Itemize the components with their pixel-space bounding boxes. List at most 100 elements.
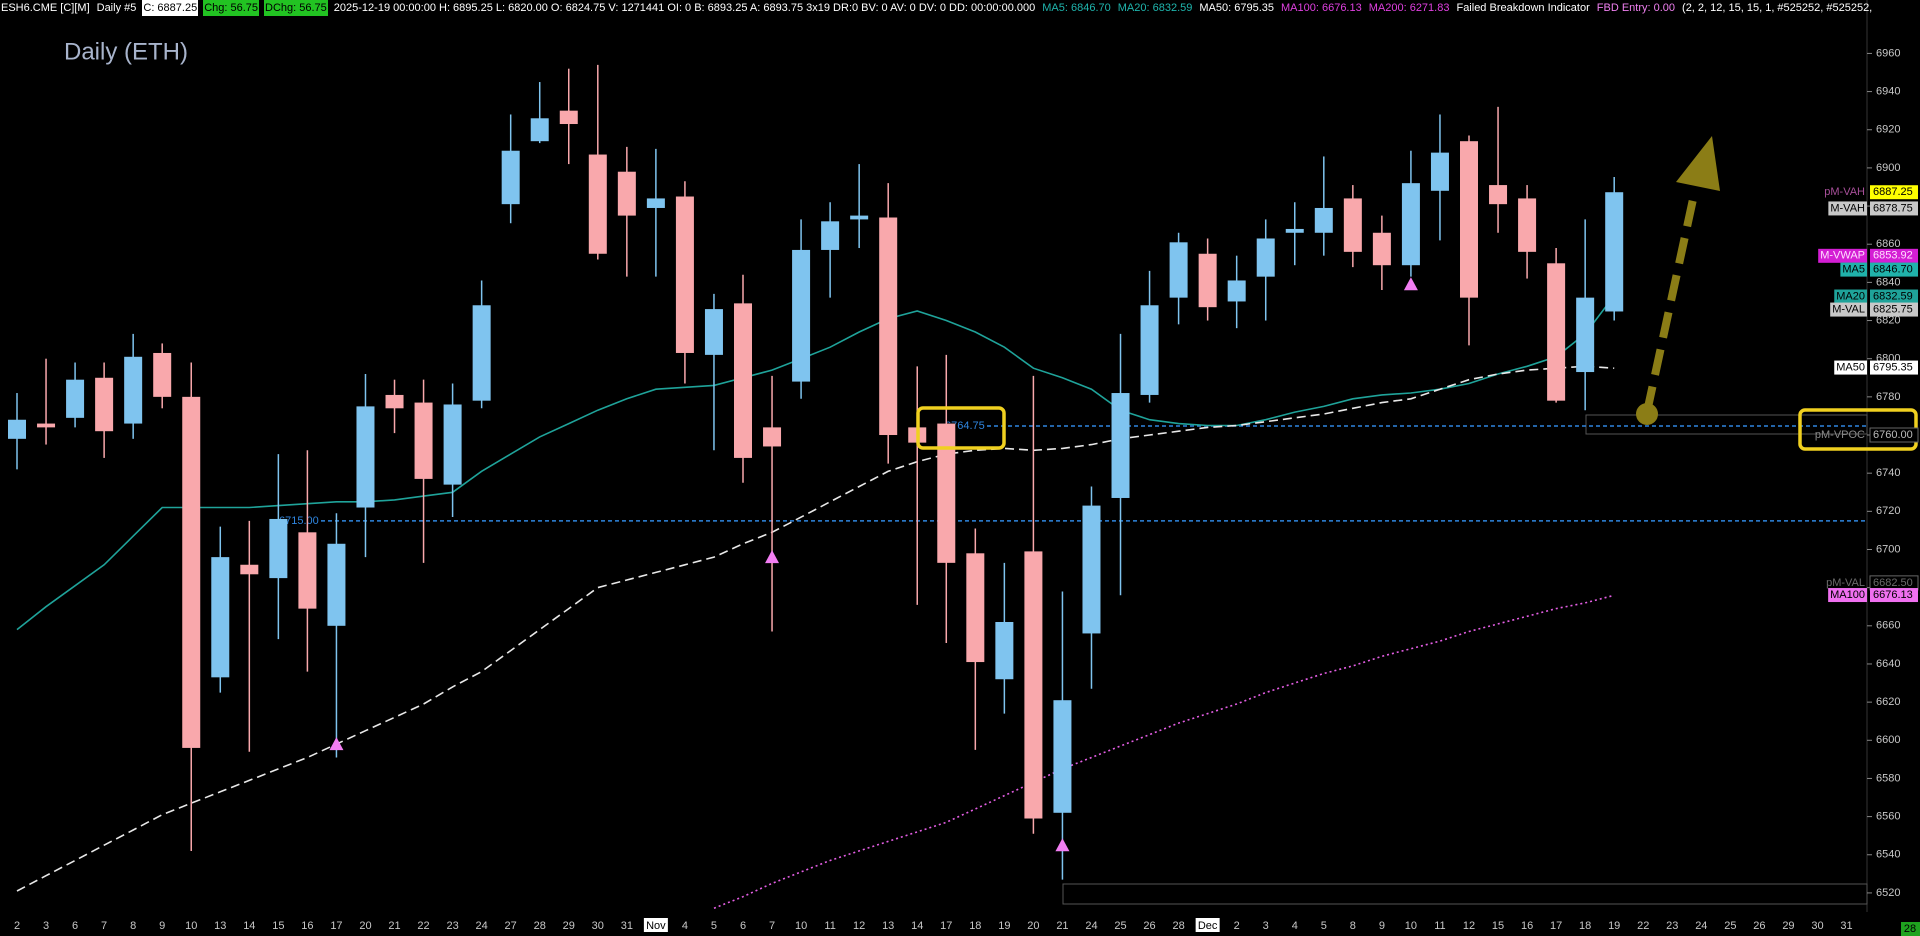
x-tick-label: 20 — [359, 920, 371, 932]
price-label-box — [1870, 185, 1918, 200]
candle-body — [1401, 183, 1420, 266]
candle-body — [1372, 232, 1391, 266]
y-tick-label: 6700 — [1876, 543, 1900, 555]
candle-body — [1024, 551, 1043, 819]
candle-body — [1169, 242, 1188, 298]
x-tick-label: 8 — [130, 920, 136, 932]
header-field: Daily #5 — [96, 2, 137, 14]
x-tick-label: 30 — [592, 920, 604, 932]
y-tick-label: 6520 — [1876, 887, 1900, 899]
y-tick-label: 6720 — [1876, 505, 1900, 517]
x-tick-label: 24 — [1695, 920, 1707, 932]
y-tick-label: 6740 — [1876, 467, 1900, 479]
y-tick-label: 6540 — [1876, 849, 1900, 861]
price-label-name: M-VAH — [1830, 202, 1865, 214]
price-label-name-bg — [1828, 588, 1867, 603]
candle-body — [1082, 505, 1101, 634]
candle-body — [8, 419, 26, 439]
zone-box — [1062, 883, 1868, 905]
x-tick-label: 11 — [1434, 920, 1445, 932]
header-field: Chg: 56.75 — [203, 0, 260, 16]
header-field: Failed Breakdown Indicator — [1456, 2, 1590, 14]
candle-body — [1314, 207, 1333, 233]
x-tick-label: 10 — [795, 920, 807, 932]
highlight-box — [916, 406, 1006, 450]
arrow-head — [1676, 136, 1720, 191]
x-tick-label: 17 — [940, 920, 952, 932]
x-tick-label: 26 — [1753, 920, 1765, 932]
x-tick-label: 29 — [1782, 920, 1794, 932]
x-tick-label: Nov — [646, 920, 666, 932]
x-tick-label: 11 — [824, 920, 835, 932]
corner-label: 28 — [1904, 923, 1916, 935]
y-tick-label: 6580 — [1876, 772, 1900, 784]
chart-title: Daily (ETH) — [64, 38, 188, 65]
x-tick-label: 4 — [682, 920, 688, 932]
x-tick-label: 23 — [446, 920, 458, 932]
x-tick-label: 13 — [882, 920, 894, 932]
x-tick-label: 2 — [14, 920, 20, 932]
x-tick-label: 17 — [330, 920, 342, 932]
x-tick-label: 28 — [1172, 920, 1184, 932]
candle-body — [1053, 700, 1072, 813]
price-label-value: 6887.25 — [1873, 186, 1913, 198]
x-tick-label: 18 — [969, 920, 981, 932]
header-field: FBD Entry: 0.00 — [1596, 2, 1676, 14]
candle-body — [240, 564, 259, 575]
candle-body — [1256, 238, 1275, 277]
price-label-name: pM-VAL — [1826, 577, 1865, 589]
price-label-value: 6832.59 — [1873, 290, 1913, 302]
x-tick-label: 17 — [1550, 920, 1562, 932]
candle-body — [37, 423, 56, 428]
header-field: ESH6.CME [C][M] — [1, 2, 90, 14]
y-tick-label: 6640 — [1876, 658, 1900, 670]
y-tick-label: 6560 — [1876, 811, 1900, 823]
x-tick-label: 8 — [1350, 920, 1356, 932]
ma-line — [713, 594, 1615, 909]
price-label-name-bg — [1840, 262, 1867, 277]
x-tick-label: 21 — [1056, 920, 1068, 932]
candle-body — [501, 150, 520, 205]
x-tick-label: 14 — [911, 920, 923, 932]
price-label-name: MA5 — [1842, 263, 1865, 275]
x-tick-label: 15 — [1492, 920, 1504, 932]
candle-body — [298, 532, 317, 609]
price-label-name-bg — [1828, 201, 1867, 216]
x-tick-label: 3 — [1263, 920, 1269, 932]
x-tick-label: 4 — [1292, 920, 1298, 932]
header-field: DChg: 56.75 — [264, 0, 328, 16]
candle-body — [356, 406, 375, 508]
price-label-value: 6676.13 — [1873, 589, 1913, 601]
x-tick-label: 29 — [563, 920, 575, 932]
x-tick-label: 5 — [711, 920, 717, 932]
y-tick-label: 6660 — [1876, 620, 1900, 632]
ma-line — [16, 295, 1615, 631]
y-tick-label: 6600 — [1876, 734, 1900, 746]
x-tick-label: 22 — [417, 920, 429, 932]
header-field: C: 6887.25 — [142, 0, 199, 16]
price-label-value: 6760.00 — [1873, 429, 1913, 441]
y-tick-label: 6820 — [1876, 314, 1900, 326]
header-field: MA20: 6832.59 — [1117, 2, 1193, 14]
x-tick-label: 7 — [769, 920, 775, 932]
price-label-box — [1870, 201, 1918, 216]
price-label-name-bg — [1818, 248, 1867, 263]
x-tick-label: 6 — [72, 920, 78, 932]
candle-body — [821, 221, 840, 250]
x-tick-label: 26 — [1143, 920, 1155, 932]
candle-body — [1489, 185, 1508, 205]
price-label-value: 6846.70 — [1873, 263, 1913, 275]
price-label-value: 6825.75 — [1873, 303, 1913, 315]
y-tick-label: 6940 — [1876, 85, 1900, 97]
annotations — [916, 136, 1918, 451]
candle-body — [95, 377, 114, 432]
price-label-name: pM-VPOC — [1815, 429, 1865, 441]
price-label-name: MA20 — [1836, 290, 1865, 302]
x-tick-label: 24 — [476, 920, 488, 932]
candle-body — [443, 404, 462, 485]
candle-body — [937, 423, 956, 563]
candle-body — [559, 110, 578, 125]
header-field: MA5: 6846.70 — [1042, 2, 1111, 14]
x-tick-label: 12 — [853, 920, 865, 932]
